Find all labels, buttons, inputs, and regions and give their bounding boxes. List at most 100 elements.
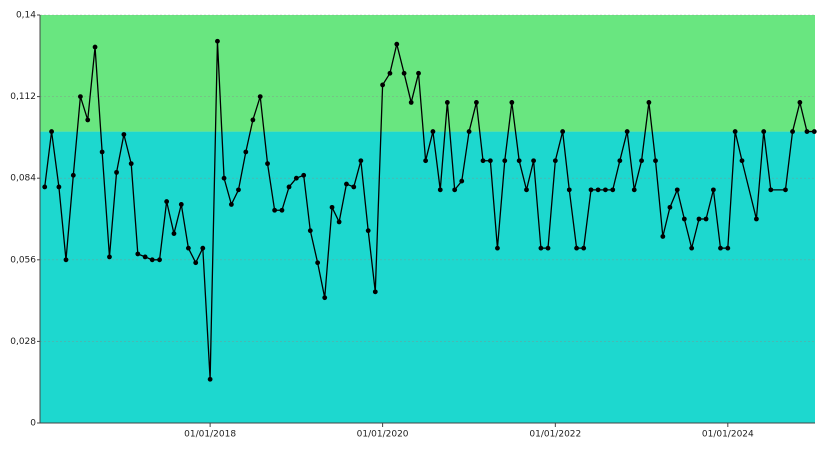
point — [538, 245, 544, 251]
point — [459, 178, 465, 184]
point — [516, 158, 522, 164]
point — [128, 161, 134, 167]
point — [480, 158, 486, 164]
point — [70, 172, 76, 178]
point — [207, 376, 213, 382]
point — [545, 245, 551, 251]
point — [790, 129, 795, 134]
y-tick-label: 0,056 — [10, 255, 36, 265]
x-tick-label: 01/01/2024 — [702, 430, 754, 440]
point — [185, 245, 191, 251]
point — [797, 100, 803, 105]
point — [351, 184, 357, 190]
point — [732, 129, 738, 134]
point — [452, 187, 458, 193]
y-tick-label: 0 — [30, 419, 36, 429]
point — [401, 70, 407, 76]
y-tick-label: 0,028 — [10, 337, 36, 347]
point — [667, 204, 673, 210]
point — [783, 187, 788, 193]
point — [243, 149, 249, 155]
point — [42, 184, 48, 190]
point — [696, 216, 702, 222]
point — [566, 187, 572, 193]
point — [509, 100, 515, 105]
point — [495, 245, 500, 251]
point — [142, 254, 148, 260]
point — [811, 129, 817, 134]
point — [444, 100, 450, 105]
point — [617, 158, 623, 164]
point — [768, 187, 774, 193]
point — [178, 202, 184, 207]
point — [660, 234, 666, 239]
point — [703, 216, 709, 222]
point — [653, 158, 658, 164]
point — [710, 187, 716, 193]
point — [78, 94, 83, 99]
point — [487, 158, 493, 164]
point — [293, 175, 299, 181]
point — [164, 199, 170, 204]
point — [315, 260, 321, 266]
point — [157, 257, 162, 263]
point — [265, 161, 270, 167]
point — [502, 158, 508, 164]
point — [380, 82, 386, 88]
point — [279, 207, 285, 213]
point — [466, 129, 472, 134]
point — [681, 216, 687, 222]
line — [44, 41, 815, 380]
point — [301, 172, 307, 178]
point — [358, 158, 364, 164]
x-tick-label: 01/01/2020 — [357, 430, 409, 440]
point — [322, 295, 328, 301]
point — [135, 251, 141, 257]
y-tick-label: 0,084 — [10, 174, 36, 184]
x-tick-label: 01/01/2018 — [184, 430, 236, 440]
point — [63, 257, 69, 263]
point — [552, 158, 558, 164]
point — [215, 38, 220, 44]
point — [416, 70, 421, 76]
y-tick-label: 0,14 — [16, 11, 36, 21]
point — [531, 158, 536, 164]
point — [99, 149, 105, 155]
point — [394, 41, 400, 47]
point — [408, 100, 414, 105]
point — [560, 129, 566, 134]
point — [761, 129, 767, 134]
point — [114, 169, 119, 175]
point — [365, 228, 371, 234]
point — [674, 187, 680, 193]
point — [646, 100, 652, 105]
x-tick-label: 01/01/2022 — [529, 430, 581, 440]
point — [603, 187, 608, 193]
point — [524, 187, 529, 193]
point — [92, 44, 98, 50]
point — [107, 254, 112, 260]
point — [474, 100, 479, 105]
point — [588, 187, 594, 193]
point — [725, 245, 731, 251]
point — [437, 187, 443, 193]
point — [595, 187, 601, 193]
point — [581, 245, 587, 251]
point — [754, 216, 759, 222]
band — [40, 15, 815, 132]
band — [40, 131, 815, 424]
point — [49, 129, 54, 134]
point — [257, 94, 263, 99]
point — [286, 184, 292, 190]
point — [121, 132, 127, 137]
point — [236, 187, 241, 193]
point — [430, 129, 436, 134]
point — [171, 231, 177, 236]
point — [344, 181, 349, 187]
point — [639, 158, 644, 164]
point — [387, 70, 393, 76]
y-tick-label: 0,112 — [10, 92, 36, 102]
point — [193, 260, 199, 266]
point — [307, 228, 313, 234]
